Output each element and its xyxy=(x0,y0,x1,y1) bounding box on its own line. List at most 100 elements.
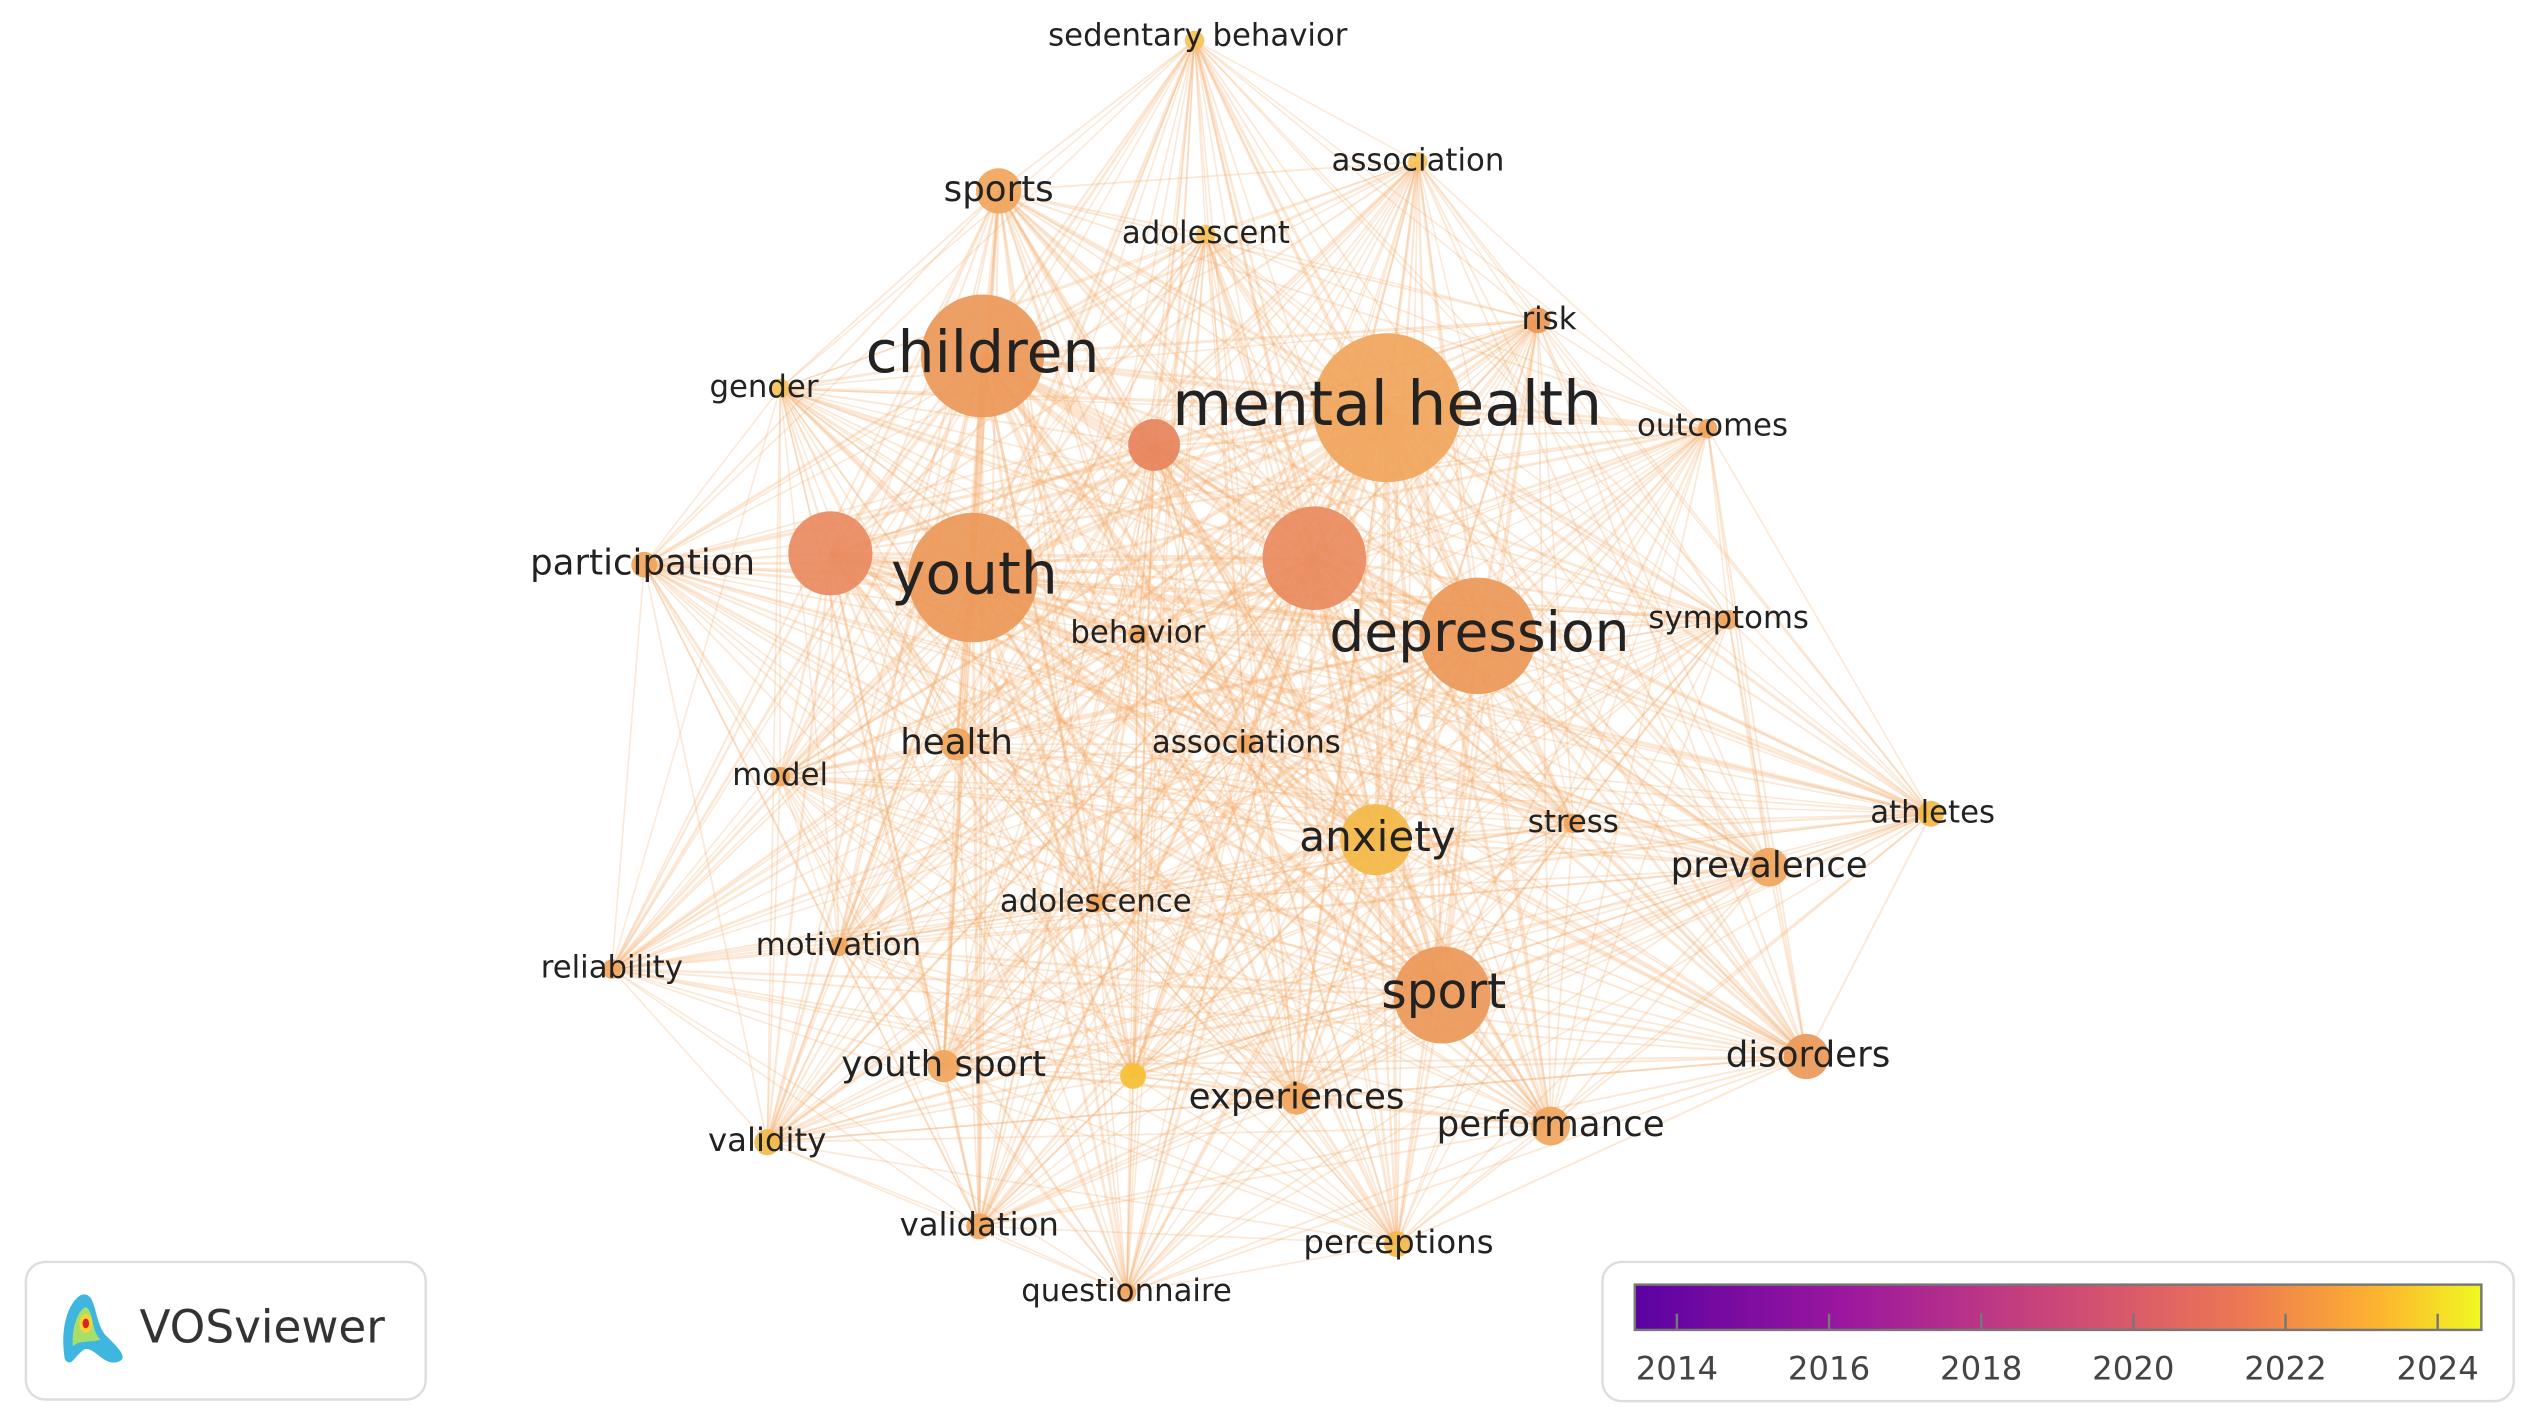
edge xyxy=(1205,234,1574,824)
node-label: experiences xyxy=(1189,1077,1405,1118)
edge xyxy=(611,967,1443,997)
edge xyxy=(838,813,1932,948)
edge xyxy=(1550,1055,1807,1128)
node xyxy=(1120,1062,1146,1089)
edge xyxy=(1153,40,1196,446)
edge xyxy=(1095,822,1574,904)
edge xyxy=(611,557,1315,971)
edge xyxy=(1132,993,1443,1078)
edge xyxy=(956,743,1770,869)
node xyxy=(940,728,973,761)
edge xyxy=(1417,161,1932,815)
edge xyxy=(1313,557,1575,825)
edge xyxy=(1549,823,1575,1127)
edge xyxy=(1573,822,1770,869)
node xyxy=(920,294,1045,418)
node-label: athletes xyxy=(1870,794,1995,830)
edge xyxy=(837,444,1155,947)
edge xyxy=(1125,428,1709,1294)
edge xyxy=(1537,319,1730,621)
edge xyxy=(1126,823,1574,1294)
edge xyxy=(837,945,945,1067)
edge xyxy=(1132,634,1139,1076)
edge xyxy=(1385,407,1445,996)
edge xyxy=(779,161,1419,389)
edge xyxy=(766,822,1574,1143)
edge xyxy=(766,993,1443,1144)
edge xyxy=(779,387,1479,638)
edge xyxy=(1295,839,1377,1099)
node-label: sports xyxy=(944,169,1054,210)
edge xyxy=(1204,234,1316,559)
edge xyxy=(779,161,1419,778)
edge xyxy=(1153,444,1808,1058)
edge xyxy=(943,1065,1398,1245)
edge xyxy=(998,190,1574,825)
edge xyxy=(1132,1075,1297,1100)
edge xyxy=(611,634,1479,971)
edge xyxy=(971,576,1298,1100)
edge xyxy=(1132,1075,1551,1127)
edge xyxy=(1550,813,1932,1127)
edge xyxy=(1805,813,1932,1057)
edge xyxy=(766,618,1730,1143)
edge xyxy=(1441,618,1730,996)
edge xyxy=(972,576,1729,622)
edge xyxy=(838,945,1443,997)
legend-tick-label: 2018 xyxy=(1940,1349,2022,1387)
edge xyxy=(981,355,1399,1245)
edge xyxy=(1313,556,1932,816)
edge xyxy=(1125,994,1444,1294)
edge xyxy=(643,39,1196,566)
edge xyxy=(982,318,1538,358)
edge xyxy=(942,744,958,1067)
edge xyxy=(1152,444,1444,996)
edge xyxy=(1095,234,1207,903)
edge xyxy=(611,428,1708,970)
edge xyxy=(979,1225,1397,1245)
edge xyxy=(971,577,981,1227)
edge xyxy=(611,968,1134,1077)
edge xyxy=(1132,813,1932,1077)
edge xyxy=(972,427,1708,579)
edge xyxy=(643,563,1298,1100)
edge xyxy=(611,444,1155,970)
edge xyxy=(644,563,1932,815)
edge xyxy=(1193,39,1808,1057)
node xyxy=(770,766,790,787)
edge xyxy=(981,354,1479,638)
edge xyxy=(1137,319,1539,635)
edge xyxy=(779,387,1932,815)
edge xyxy=(978,866,1770,1228)
edge xyxy=(1132,444,1156,1076)
edge xyxy=(955,234,1207,745)
legend-tick-label: 2022 xyxy=(2244,1349,2326,1387)
edge xyxy=(1245,744,1398,1245)
node xyxy=(1408,152,1428,172)
edge xyxy=(955,744,1128,1293)
edge xyxy=(779,387,1444,996)
edge xyxy=(1126,1243,1398,1294)
edge xyxy=(943,1065,1128,1294)
edge xyxy=(779,633,1139,778)
edge xyxy=(978,234,1207,1227)
node-label: anxiety xyxy=(1299,812,1455,861)
node-label: validation xyxy=(900,1205,1059,1243)
edge xyxy=(971,577,1135,1077)
edge xyxy=(1549,866,1770,1127)
edge xyxy=(978,1225,1127,1294)
edge xyxy=(981,355,1248,746)
edge xyxy=(1386,406,1932,816)
edge xyxy=(1137,161,1419,635)
edge xyxy=(1153,444,1298,1099)
edge xyxy=(611,743,958,970)
edge xyxy=(1246,743,1770,869)
edge xyxy=(1295,1098,1398,1245)
edge xyxy=(780,387,1708,430)
edge xyxy=(1131,634,1479,1077)
edge xyxy=(1153,161,1419,446)
edge xyxy=(1095,428,1709,904)
edge xyxy=(766,161,1419,1143)
edge xyxy=(780,618,1729,778)
edge xyxy=(766,866,1770,1144)
